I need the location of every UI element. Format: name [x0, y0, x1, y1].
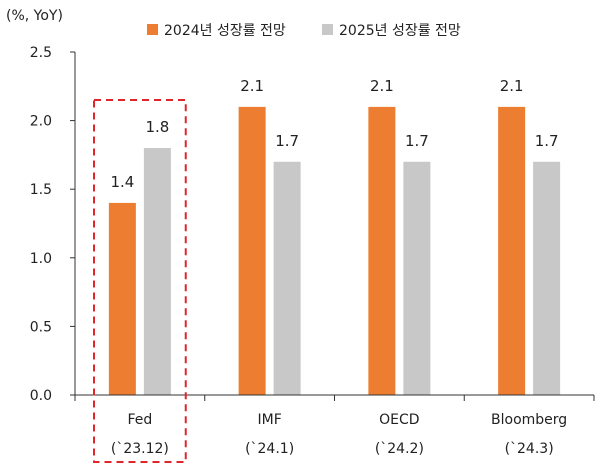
legend-label: 2025년 성장률 전망	[339, 23, 461, 39]
data-label: 1.7	[405, 132, 429, 150]
y-tick-label: 0.5	[30, 319, 52, 335]
data-label: 1.4	[110, 173, 134, 191]
data-label: 2.1	[370, 77, 394, 95]
x-axis: Fed (`23.12) IMF (`24.1) OECD (`24.2) Bloomber…	[74, 394, 595, 457]
x-category-sublabel: (`24.1)	[245, 441, 294, 457]
data-label: 2.1	[500, 77, 524, 95]
highlight-box	[93, 99, 187, 463]
x-category-label: Fed	[127, 412, 152, 428]
x-category-label: IMF	[257, 412, 281, 428]
bar-series-2	[143, 148, 171, 395]
data-labels: 1.4 2.1 2.1 2.1 1.8 1.7 1.7 1.7	[110, 77, 558, 191]
y-tick-label: 2.5	[30, 45, 52, 61]
bar-series-2	[273, 161, 301, 395]
legend: 2024년 성장률 전망 2025년 성장률 전망	[147, 23, 461, 39]
bar-series-2	[403, 161, 431, 395]
bar-series-1	[108, 202, 136, 395]
data-label: 2.1	[240, 77, 264, 95]
x-category-label: OECD	[379, 412, 419, 428]
bar-series-1	[238, 106, 266, 395]
legend-swatch-series-1	[147, 24, 158, 35]
legend-swatch-series-2	[322, 24, 333, 35]
data-label: 1.7	[275, 132, 299, 150]
bar-series-2	[533, 161, 561, 395]
y-tick-label: 2.0	[30, 114, 52, 130]
data-label: 1.7	[535, 132, 559, 150]
unit-label: (%, YoY)	[6, 8, 63, 24]
bars	[108, 106, 561, 395]
bar-series-1	[498, 106, 526, 395]
legend-label: 2024년 성장률 전망	[164, 23, 286, 39]
x-category-sublabel: (`24.2)	[375, 441, 424, 457]
y-tick-label: 1.0	[30, 251, 52, 267]
y-tick-label: 0.0	[30, 388, 52, 404]
y-axis: 0.0 0.5 1.0 1.5 2.0 2.5	[30, 45, 76, 404]
x-category-label: Bloomberg	[491, 412, 567, 428]
data-label: 1.8	[145, 118, 169, 136]
x-category-sublabel: (`24.3)	[505, 441, 554, 457]
highlight-dashed-box	[93, 99, 187, 463]
y-tick-label: 1.5	[30, 182, 52, 198]
x-category-sublabel: (`23.12)	[111, 441, 169, 457]
bar-series-1	[368, 106, 396, 395]
